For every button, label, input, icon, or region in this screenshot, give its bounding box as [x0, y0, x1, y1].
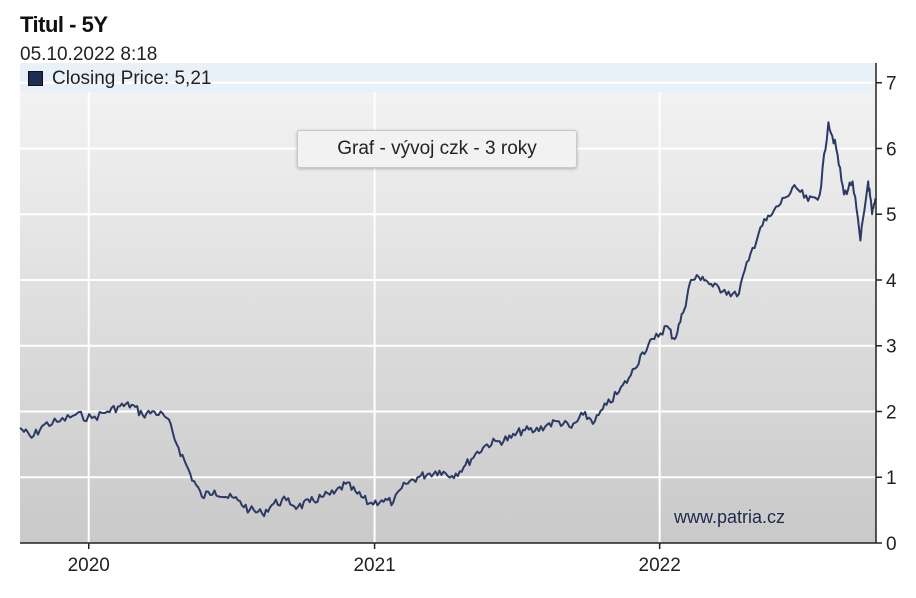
- series-line-closing-price: [19, 121, 877, 518]
- y-tick-label: 4: [886, 271, 897, 292]
- y-tick-label: 1: [886, 468, 897, 489]
- legend-band: [20, 63, 876, 92]
- watermark: www.patria.cz: [674, 507, 786, 527]
- x-tick-label: 2022: [639, 555, 681, 576]
- chart-title: Titul - 5Y: [20, 12, 108, 37]
- legend-label: Closing Price: 5,21: [52, 68, 212, 89]
- chart-timestamp: 05.10.2022 8:18: [20, 44, 158, 65]
- x-tick-label: 2021: [353, 555, 395, 576]
- legend-swatch: [28, 71, 43, 86]
- y-tick-label: 6: [886, 139, 897, 160]
- y-tick-label: 2: [886, 402, 897, 423]
- hover-tooltip: Graf - vývoj czk - 3 roky: [297, 130, 577, 168]
- x-tick-label: 2020: [68, 555, 110, 576]
- y-tick-label: 0: [886, 534, 897, 555]
- y-tick-label: 5: [886, 205, 897, 226]
- y-tick-label: 7: [886, 74, 897, 95]
- y-tick-label: 3: [886, 337, 897, 358]
